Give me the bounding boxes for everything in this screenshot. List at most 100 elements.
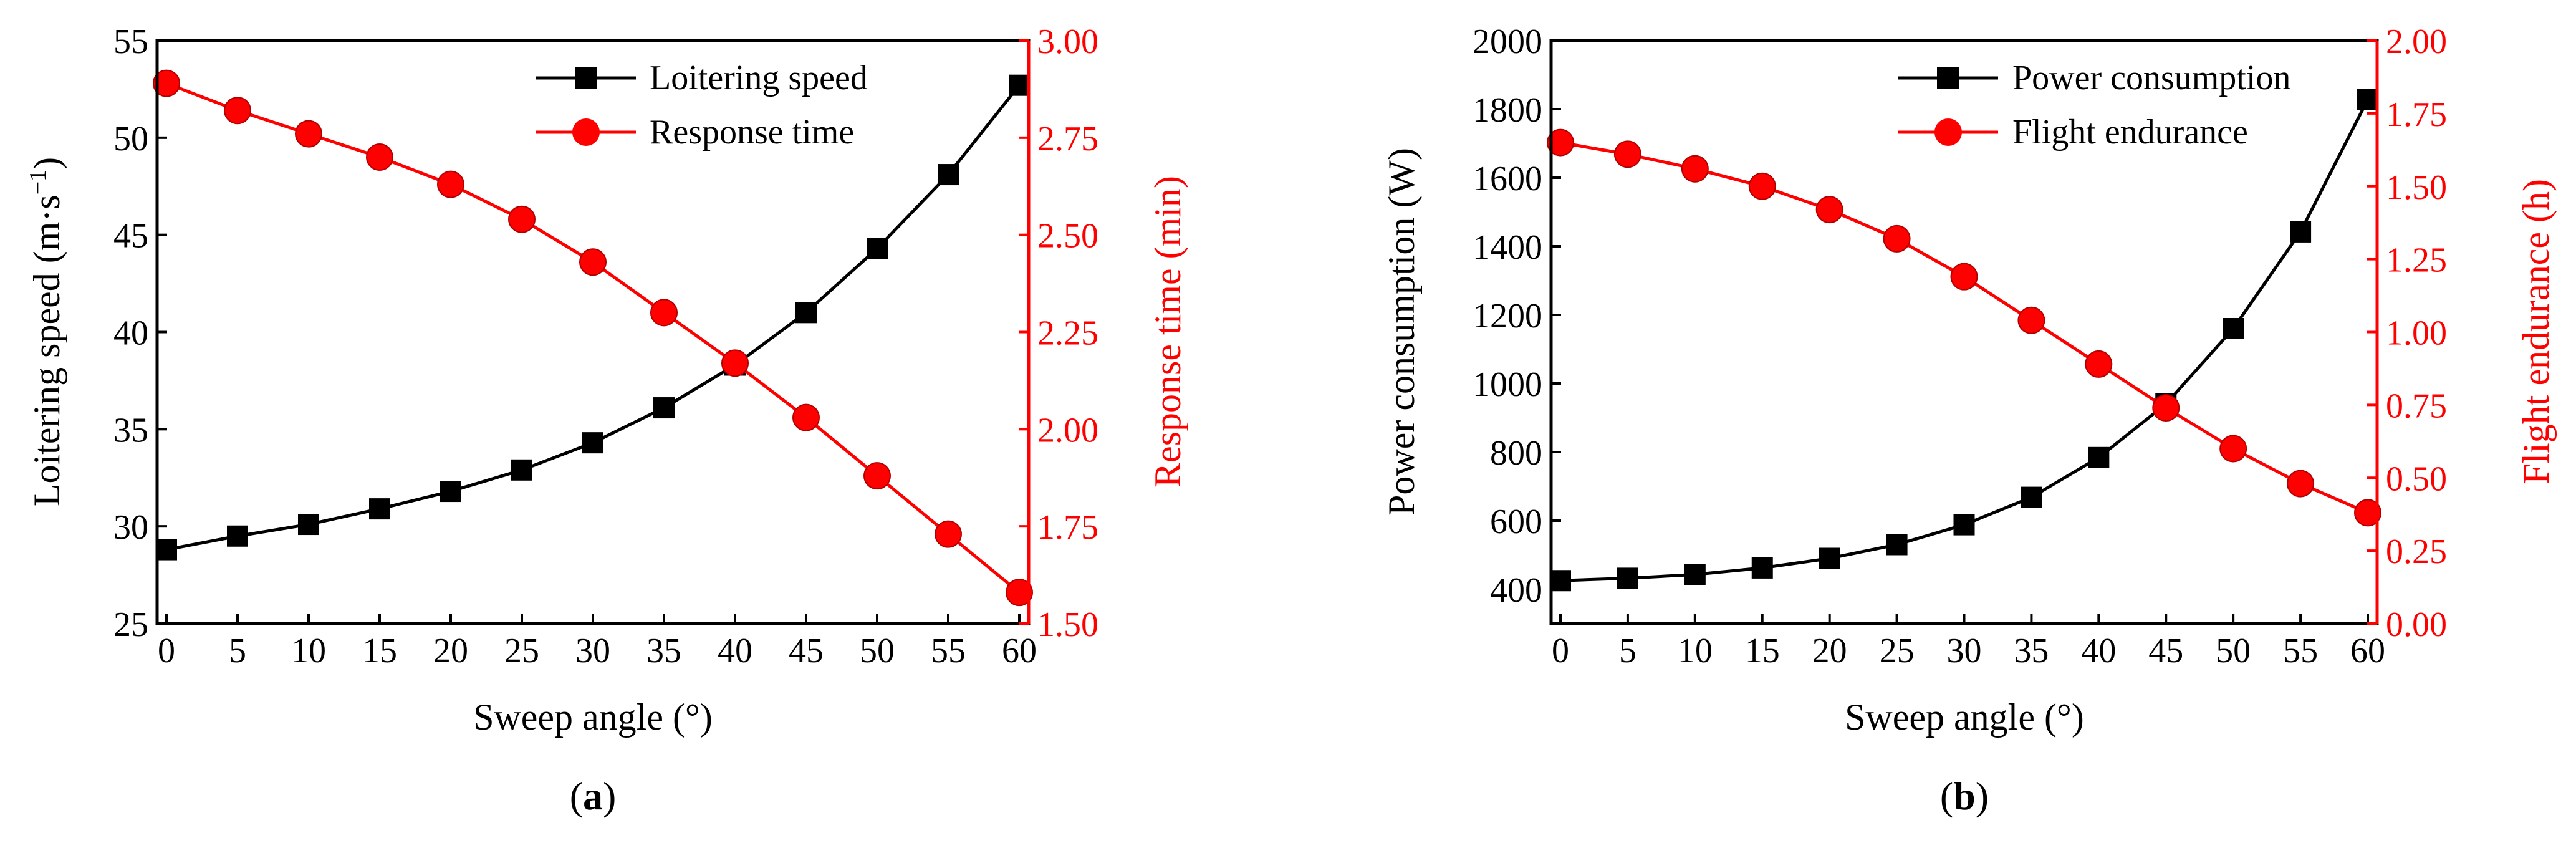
chart-b-x-tick-label: 25	[1880, 632, 1915, 670]
legend-power-consumption-marker	[1937, 67, 1959, 89]
data-point-loitering-speed	[795, 302, 817, 324]
chart-a-left-y-tick-label: 50	[113, 120, 148, 158]
chart-b-x-tick-label: 15	[1745, 632, 1780, 670]
chart-b-x-tick-label: 5	[1619, 632, 1636, 670]
chart-a-x-tick-label: 15	[362, 632, 397, 670]
chart-b-ticks: 0 5 10 15 20 25 30 35 40 45 50 55 60 400 600 800 1000 120…	[1473, 22, 2447, 670]
series-line-loitering-speed	[166, 84, 1021, 552]
chart-a-x-tick-label: 30	[575, 632, 610, 670]
data-point-loitering-speed	[440, 481, 461, 503]
chart-b-left-y-tick-label: 1000	[1473, 365, 1542, 404]
chart-a-x-tick-label: 0	[158, 632, 175, 670]
chart-a-x-tick-label: 40	[718, 632, 752, 670]
data-point-response-time	[295, 120, 322, 148]
chart-a-panel-label-close: )	[603, 774, 616, 818]
chart-a-right-y-tick-label: 2.75	[1037, 120, 1098, 158]
chart-a-right-y-tick-label: 2.25	[1037, 314, 1098, 353]
chart-b-x-tick-label: 35	[2014, 632, 2049, 670]
chart-a-left-y-tick-label: 55	[113, 22, 148, 61]
data-point-power-consumption	[2290, 221, 2312, 243]
data-point-loitering-speed	[227, 525, 248, 547]
chart-b-x-tick-label: 60	[2350, 632, 2385, 670]
data-point-response-time	[792, 403, 820, 431]
chart-a-left-axis-title: Loitering speed (m·s−1)	[25, 157, 67, 506]
chart-b-right-y-tick-label: 1.75	[2386, 95, 2447, 134]
chart-a-right-y-tick-label: 3.00	[1037, 22, 1098, 61]
chart-a-x-tick-label: 25	[504, 632, 539, 670]
chart-b-panel-label-open: (	[1940, 774, 1953, 818]
chart-b-x-tick-label: 20	[1812, 632, 1847, 670]
data-point-flight-endurance	[2017, 306, 2045, 334]
chart-panel-a: 0 5 10 15 20 25 30 35 40 45 50 55 60 25 30 35 40 45 50 55 1.…	[25, 22, 1188, 818]
chart-a-left-y-tick-label: 40	[113, 314, 148, 353]
data-point-power-consumption	[2223, 318, 2244, 339]
chart-a-x-tick-label: 50	[860, 632, 895, 670]
chart-a-legend: Loitering speed Response time	[536, 59, 868, 152]
data-point-power-consumption	[2021, 486, 2042, 508]
chart-b-left-y-tick-label: 1200	[1473, 297, 1542, 335]
chart-b-right-y-tick-label: 0.50	[2386, 460, 2447, 498]
chart-a-panel-label-letter: a	[583, 774, 603, 818]
data-point-power-consumption	[1751, 557, 1773, 579]
chart-b-right-y-tick-label: 0.25	[2386, 532, 2447, 571]
chart-b-panel-label: (b)	[1940, 774, 1989, 818]
chart-b-x-tick-label: 40	[2081, 632, 2116, 670]
chart-a-x-axis-title: Sweep angle (°)	[473, 696, 713, 738]
data-point-power-consumption	[1819, 547, 1840, 569]
data-point-loitering-speed	[653, 397, 675, 419]
chart-a-left-axis-title-main: Loitering speed (m·s	[26, 195, 67, 506]
data-point-response-time	[508, 205, 536, 233]
chart-a-x-tick-label: 5	[229, 632, 246, 670]
chart-a-x-tick-label: 35	[646, 632, 681, 670]
chart-a-x-tick-label: 45	[789, 632, 824, 670]
chart-b-legend: Power consumption Flight endurance	[1898, 59, 2290, 152]
legend-flight-endurance-marker	[1934, 118, 1962, 146]
data-point-response-time	[863, 462, 891, 490]
chart-b-panel-label-letter: b	[1953, 774, 1976, 818]
chart-a-left-axis-title-end: )	[26, 157, 67, 170]
data-point-response-time	[579, 248, 607, 276]
chart-a-right-y-tick-label: 2.00	[1037, 411, 1098, 450]
chart-b-x-tick-label: 30	[1947, 632, 1982, 670]
data-point-loitering-speed	[511, 459, 532, 481]
chart-a-marks	[153, 69, 1033, 607]
data-point-response-time	[224, 97, 251, 125]
chart-b-right-y-tick-label: 2.00	[2386, 22, 2447, 61]
chart-b-panel-label-close: )	[1976, 774, 1989, 818]
series-line-flight-endurance	[1560, 141, 2368, 514]
data-point-flight-endurance	[1681, 155, 1709, 183]
data-point-response-time	[721, 349, 749, 377]
chart-a-x-tick-label: 20	[433, 632, 468, 670]
data-point-loitering-speed	[369, 498, 390, 520]
chart-b-x-tick-label: 50	[2216, 632, 2251, 670]
series-line-response-time	[166, 82, 1021, 594]
data-point-flight-endurance	[1950, 263, 1978, 291]
chart-b-left-y-tick-label: 2000	[1473, 22, 1542, 61]
chart-a-x-tick-label: 60	[1002, 632, 1037, 670]
chart-a-right-y-tick-label: 2.50	[1037, 217, 1098, 256]
data-point-flight-endurance	[1613, 140, 1641, 168]
data-point-power-consumption	[2357, 89, 2378, 110]
data-point-response-time	[650, 299, 678, 327]
data-point-loitering-speed	[156, 539, 177, 561]
chart-panel-b: 0 5 10 15 20 25 30 35 40 45 50 55 60 400 600 800 1000 120…	[1381, 22, 2557, 818]
series-line-power-consumption	[1560, 99, 2370, 582]
data-point-power-consumption	[1550, 570, 1571, 592]
legend-loitering-speed-marker	[575, 67, 597, 89]
chart-b-right-y-tick-label: 1.50	[2386, 168, 2447, 207]
chart-a-right-y-tick-label: 1.75	[1037, 508, 1098, 547]
legend-response-time-label: Response time	[650, 113, 854, 152]
chart-b-left-y-tick-label: 1800	[1473, 91, 1542, 130]
data-point-loitering-speed	[582, 432, 603, 454]
data-point-power-consumption	[2088, 446, 2110, 468]
chart-b-x-tick-label: 0	[1552, 632, 1569, 670]
chart-b-x-tick-label: 10	[1678, 632, 1713, 670]
data-point-flight-endurance	[1815, 196, 1843, 224]
data-point-flight-endurance	[2085, 350, 2113, 378]
chart-b-right-y-tick-label: 0.00	[2386, 605, 2447, 644]
data-point-power-consumption	[1617, 567, 1638, 589]
data-point-loitering-speed	[298, 514, 319, 536]
chart-a-left-y-tick-label: 45	[113, 217, 148, 256]
chart-a-left-y-tick-label: 25	[113, 605, 148, 644]
chart-a-right-y-tick-label: 1.50	[1037, 605, 1098, 644]
